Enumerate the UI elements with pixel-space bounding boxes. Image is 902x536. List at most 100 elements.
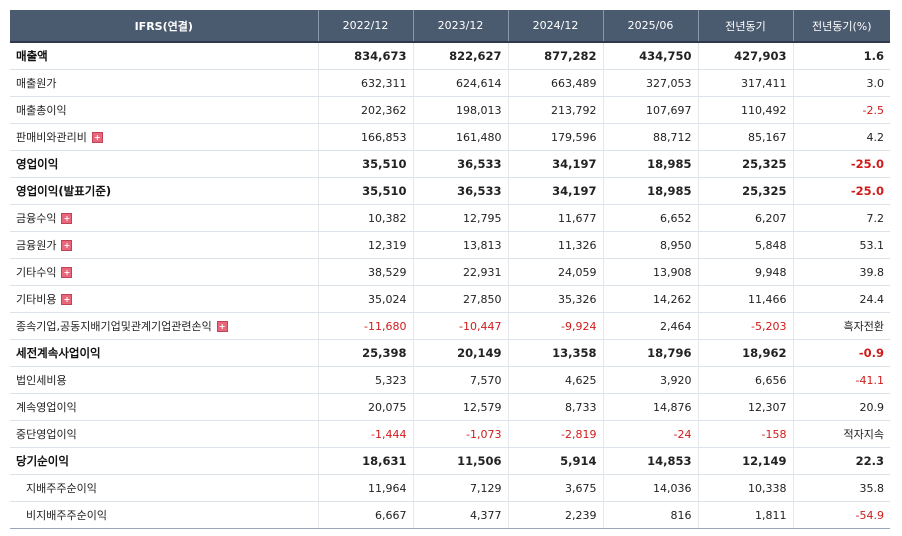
row-value-cell: 10,338 — [698, 474, 794, 502]
row-value-cell: -41.1 — [793, 366, 890, 394]
expand-plus-icon[interactable]: + — [91, 132, 103, 143]
row-value-cell: 3,920 — [603, 366, 699, 394]
row-value-cell: 427,903 — [698, 42, 794, 70]
row-value-cell: -1,073 — [413, 420, 509, 448]
row-label-text: 법인세비용 — [16, 374, 67, 387]
row-value-cell: 적자지속 — [793, 420, 890, 448]
row-value-cell: 1.6 — [793, 42, 890, 70]
header-2025-06: 2025/06 — [603, 10, 699, 43]
row-value-cell: -2,819 — [508, 420, 604, 448]
row-label[interactable]: 금융원가 + — [10, 231, 319, 259]
row-value-cell: -1,444 — [318, 420, 414, 448]
row-value-cell: 35,510 — [318, 150, 414, 178]
table-row: 세전계속사업이익 25,398 20,149 13,358 18,796 18,962 -0… — [10, 339, 890, 367]
table-row: 매출원가 632,311 624,614 663,489 327,053 317,411 3… — [10, 69, 890, 97]
row-value-cell: 5,323 — [318, 366, 414, 394]
expand-plus-icon[interactable]: + — [61, 213, 73, 224]
financial-table-container: IFRS(연결) 2022/12 2023/12 2024/12 2025/06… — [10, 10, 890, 529]
header-prev-period: 전년동기 — [698, 10, 794, 43]
row-label: 영업이익 — [10, 150, 319, 178]
row-value-cell: -24 — [603, 420, 699, 448]
row-value-cell: 434,750 — [603, 42, 699, 70]
row-value-cell: 7,570 — [413, 366, 509, 394]
row-value-cell: 10,382 — [318, 204, 414, 232]
row-label: 계속영업이익 — [10, 393, 319, 421]
row-value-cell: -158 — [698, 420, 794, 448]
row-value-cell: 18,796 — [603, 339, 699, 367]
row-value-cell: 27,850 — [413, 285, 509, 313]
row-value-cell: 12,149 — [698, 447, 794, 475]
row-value-cell: 9,948 — [698, 258, 794, 286]
row-value-cell: 12,579 — [413, 393, 509, 421]
row-value-cell: 317,411 — [698, 69, 794, 97]
row-value-cell: 12,319 — [318, 231, 414, 259]
row-value-cell: 6,667 — [318, 501, 414, 529]
table-row: 판매비와관리비 +166,853 161,480 179,596 88,712 85,16… — [10, 123, 890, 151]
expand-plus-icon[interactable]: + — [216, 321, 228, 332]
table-row: 매출총이익 202,362 198,013 213,792 107,697 110,492… — [10, 96, 890, 124]
header-ifrs: IFRS(연결) — [10, 10, 319, 43]
row-label[interactable]: 기타수익 + — [10, 258, 319, 286]
row-value-cell: 213,792 — [508, 96, 604, 124]
row-label-text: 종속기업,공동지배기업및관계기업관련손익 — [16, 320, 212, 333]
row-value-cell: 20.9 — [793, 393, 890, 421]
row-value-cell: 877,282 — [508, 42, 604, 70]
row-label-text: 세전계속사업이익 — [16, 346, 101, 360]
table-row: 금융수익 +10,382 12,795 11,677 6,652 6,207 7.2 — [10, 204, 890, 232]
row-value-cell: 2,239 — [508, 501, 604, 529]
expand-plus-icon[interactable]: + — [61, 294, 73, 305]
header-2024-12: 2024/12 — [508, 10, 604, 43]
row-value-cell: 4,377 — [413, 501, 509, 529]
row-value-cell: 179,596 — [508, 123, 604, 151]
row-label-text: 비지배주주순이익 — [26, 509, 107, 522]
row-value-cell: 5,914 — [508, 447, 604, 475]
table-header-row: IFRS(연결) 2022/12 2023/12 2024/12 2025/06… — [10, 10, 890, 43]
row-value-cell: 11,677 — [508, 204, 604, 232]
row-value-cell: 11,506 — [413, 447, 509, 475]
row-label: 매출총이익 — [10, 96, 319, 124]
header-prev-period-pct: 전년동기(%) — [793, 10, 890, 43]
row-value-cell: 11,964 — [318, 474, 414, 502]
row-label-text: 금융원가 — [16, 239, 57, 252]
row-label[interactable]: 판매비와관리비 + — [10, 123, 319, 151]
row-value-cell: 6,652 — [603, 204, 699, 232]
row-value-cell: 85,167 — [698, 123, 794, 151]
table-row: 지배주주순이익 11,964 7,129 3,675 14,036 10,338 35.8 — [10, 474, 890, 502]
row-value-cell: 88,712 — [603, 123, 699, 151]
row-value-cell: 53.1 — [793, 231, 890, 259]
row-value-cell: 3,675 — [508, 474, 604, 502]
row-label[interactable]: 금융수익 + — [10, 204, 319, 232]
table-row: 중단영업이익 -1,444 -1,073 -2,819 -24 -158 적자지속 — [10, 420, 890, 448]
expand-plus-icon[interactable]: + — [61, 240, 73, 251]
row-value-cell: 2,464 — [603, 312, 699, 340]
row-value-cell: 38,529 — [318, 258, 414, 286]
row-label-text: 금융수익 — [16, 212, 57, 225]
row-value-cell: 35,326 — [508, 285, 604, 313]
row-label: 지배주주순이익 — [10, 474, 319, 502]
row-label[interactable]: 종속기업,공동지배기업및관계기업관련손익 + — [10, 312, 319, 340]
row-value-cell: 24,059 — [508, 258, 604, 286]
row-value-cell: 11,326 — [508, 231, 604, 259]
header-2023-12: 2023/12 — [413, 10, 509, 43]
row-value-cell: 34,197 — [508, 150, 604, 178]
row-value-cell: -25.0 — [793, 150, 890, 178]
row-label[interactable]: 기타비용 + — [10, 285, 319, 313]
row-value-cell: 6,207 — [698, 204, 794, 232]
table-row: 법인세비용 5,323 7,570 4,625 3,920 6,656 -41.1 — [10, 366, 890, 394]
row-label-text: 매출원가 — [16, 77, 57, 90]
row-value-cell: 202,362 — [318, 96, 414, 124]
expand-plus-icon[interactable]: + — [61, 267, 73, 278]
row-value-cell: 632,311 — [318, 69, 414, 97]
row-value-cell: 14,036 — [603, 474, 699, 502]
row-value-cell: 18,631 — [318, 447, 414, 475]
header-2022-12: 2022/12 — [318, 10, 414, 43]
row-value-cell: 198,013 — [413, 96, 509, 124]
row-value-cell: 12,307 — [698, 393, 794, 421]
row-label-text: 매출액 — [16, 49, 48, 63]
row-value-cell: 110,492 — [698, 96, 794, 124]
row-value-cell: 흑자전환 — [793, 312, 890, 340]
row-value-cell: 13,358 — [508, 339, 604, 367]
row-label-text: 영업이익(발표기준) — [16, 184, 112, 198]
row-value-cell: 25,325 — [698, 150, 794, 178]
row-value-cell: 8,950 — [603, 231, 699, 259]
